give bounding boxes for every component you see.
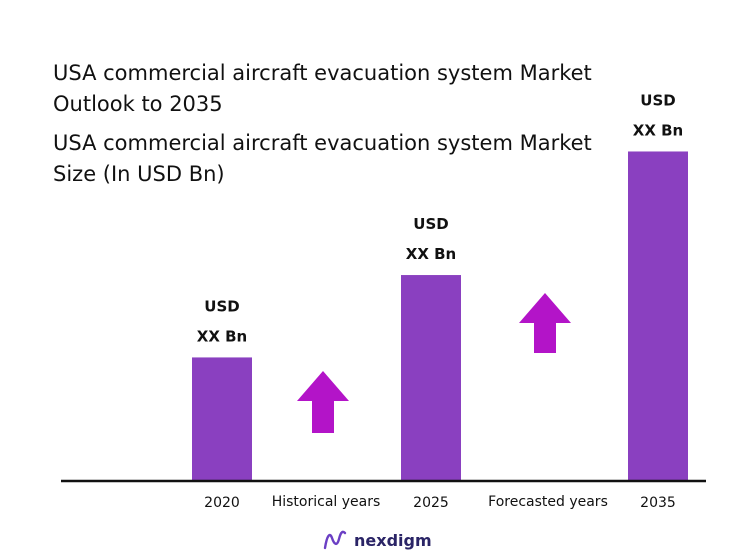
bar-label-2020-2: XX Bn: [197, 327, 247, 345]
bar-2035: [628, 151, 688, 481]
period-label-1: Historical years: [272, 494, 381, 510]
x-tick-2020: 2020: [204, 495, 240, 511]
period-label-2: Forecasted years: [488, 494, 608, 510]
brand-name: nexdigm: [354, 530, 432, 550]
chart-subtitle: USA commercial aircraft evacuation syste…: [53, 131, 592, 186]
bar-label-2020-1: USD: [204, 297, 239, 315]
bar-label-2035-1: USD: [640, 91, 675, 109]
x-tick-2025: 2025: [413, 495, 449, 511]
bar-2020: [192, 357, 252, 481]
x-tick-2035: 2035: [640, 495, 676, 511]
bar-label-2035-2: XX Bn: [633, 121, 683, 139]
growth-arrow-historical-icon: [297, 371, 349, 433]
chart-title: USA commercial aircraft evacuation syste…: [53, 61, 592, 116]
growth-arrow-forecast-icon: [519, 293, 571, 353]
bar-2025: [401, 275, 461, 481]
nexdigm-logo-icon: [323, 530, 347, 550]
bar-label-2025-2: XX Bn: [406, 245, 456, 263]
bar-label-2025-1: USD: [413, 215, 448, 233]
brand-logo: nexdigm: [322, 528, 432, 552]
